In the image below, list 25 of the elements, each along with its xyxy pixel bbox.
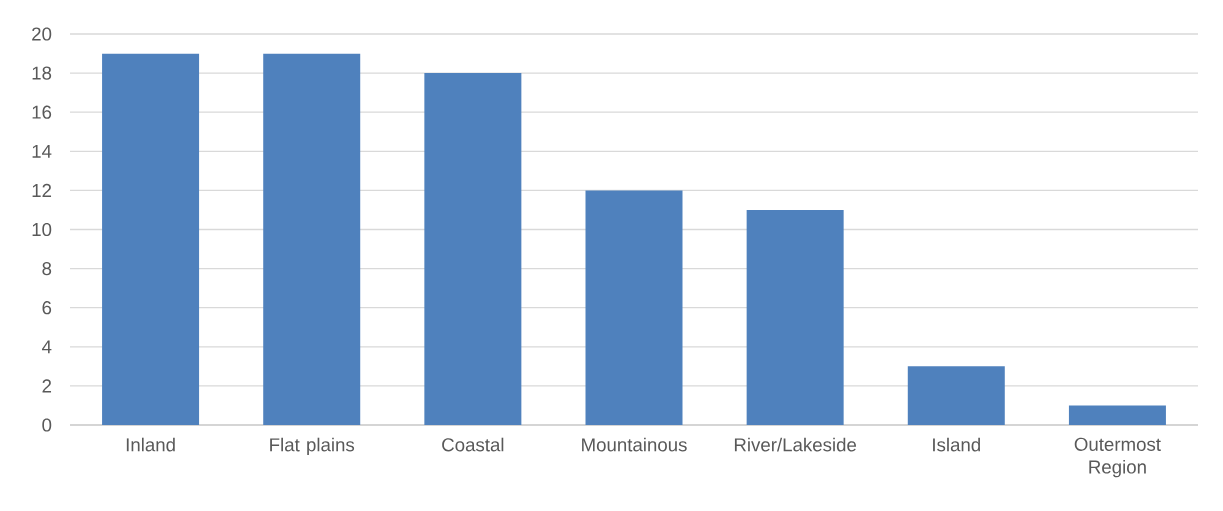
- y-tick-label: 14: [32, 144, 52, 158]
- y-tick-label: 16: [32, 105, 52, 119]
- x-tick-label: Inland: [126, 437, 175, 452]
- x-tick-label: Outermost Region: [1074, 437, 1161, 478]
- y-tick-label: 20: [32, 27, 52, 41]
- x-tick-label: Flat plains: [270, 437, 355, 456]
- y-tick-label: 4: [42, 340, 52, 354]
- bar: [585, 190, 683, 425]
- x-tick-label: Coastal: [442, 437, 504, 452]
- y-tick-label: 0: [42, 418, 52, 432]
- bar: [424, 73, 522, 425]
- bar: [907, 366, 1005, 425]
- y-tick-label: 6: [42, 301, 52, 315]
- bar: [746, 209, 844, 425]
- y-tick-label: 12: [32, 183, 52, 197]
- x-tick-label: Island: [933, 437, 980, 452]
- y-tick-label: 10: [32, 222, 52, 237]
- y-tick-label: 8: [42, 261, 52, 276]
- bar: [102, 53, 200, 425]
- y-tick-label: 2: [42, 379, 52, 393]
- x-tick-label: Mountainous: [582, 437, 687, 452]
- bar: [1068, 405, 1166, 425]
- x-tick-label: River/Lakeside: [734, 437, 857, 452]
- bar: [263, 53, 361, 425]
- y-tick-label: 18: [32, 66, 52, 80]
